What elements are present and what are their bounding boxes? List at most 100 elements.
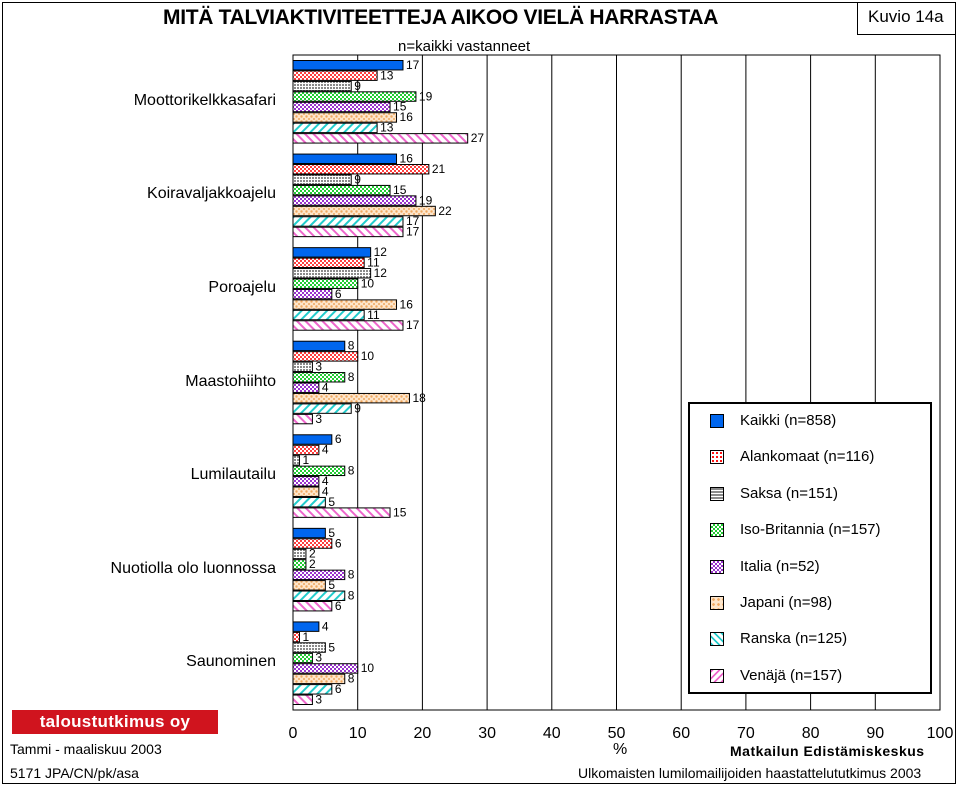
bar xyxy=(292,559,307,570)
data-label: 22 xyxy=(438,204,452,218)
legend-label: Venäjä (n=157) xyxy=(740,666,843,684)
legend-swatch xyxy=(710,632,724,647)
figure-number-box xyxy=(857,2,956,35)
bar xyxy=(292,507,391,518)
data-label: 4 xyxy=(322,619,329,633)
data-label: 19 xyxy=(419,89,433,103)
data-label: 10 xyxy=(361,661,375,675)
bar xyxy=(292,268,372,279)
data-label: 5 xyxy=(328,495,335,509)
x-tick-label: 20 xyxy=(414,725,432,742)
data-label: 17 xyxy=(406,318,420,332)
data-label: 15 xyxy=(393,505,407,519)
data-label: 6 xyxy=(335,432,342,446)
bar xyxy=(292,299,398,310)
x-tick-label: 90 xyxy=(866,725,884,742)
x-tick-label: 70 xyxy=(737,725,755,742)
data-label: 16 xyxy=(400,110,414,124)
data-label: 17 xyxy=(406,214,420,228)
bar xyxy=(292,278,359,289)
bar xyxy=(292,496,326,508)
x-tick-label: 100 xyxy=(927,725,954,742)
data-label: 6 xyxy=(335,536,342,550)
data-label: 8 xyxy=(348,568,355,582)
figure-number: Kuvio 14a xyxy=(868,7,944,26)
bar xyxy=(292,174,352,185)
legend-swatch xyxy=(710,523,724,538)
data-label: 8 xyxy=(348,370,355,384)
chart-title: MITÄ TALVIAKTIVITEETTEJA AIKOO VIELÄ HAR… xyxy=(163,6,719,29)
data-label: 16 xyxy=(400,152,414,166)
legend-swatch xyxy=(710,559,724,574)
x-axis-label: % xyxy=(613,741,628,758)
data-label: 8 xyxy=(348,464,355,478)
report-code: 5171 JPA/CN/pk/asa xyxy=(10,765,139,781)
legend-label: Ranska (n=125) xyxy=(740,630,848,648)
bar xyxy=(292,351,359,362)
bar xyxy=(292,60,404,71)
bar xyxy=(292,257,365,269)
bar xyxy=(292,600,333,612)
bar xyxy=(292,590,346,601)
legend-label: Italia (n=52) xyxy=(740,557,820,575)
x-tick-label: 60 xyxy=(672,725,690,742)
data-label: 11 xyxy=(367,308,380,322)
data-label: 10 xyxy=(361,349,375,363)
category-label: Saunominen xyxy=(186,653,276,671)
category-label: Poroajelu xyxy=(208,278,276,296)
bar xyxy=(292,309,365,321)
bar xyxy=(292,621,320,632)
bar xyxy=(292,476,320,487)
data-label: 13 xyxy=(380,121,394,135)
category-label: Nuotiolla olo luonnossa xyxy=(110,559,276,577)
legend: Kaikki (n=858) Alankomaat (n=116) Saksa (n… xyxy=(688,402,932,694)
bar xyxy=(292,195,417,206)
data-label: 21 xyxy=(432,162,446,176)
data-label: 9 xyxy=(354,172,361,186)
legend-label: Kaikki (n=858) xyxy=(740,412,837,429)
bar xyxy=(292,548,307,560)
data-label: 3 xyxy=(315,693,322,707)
publisher: Matkailun Edistämiskeskus xyxy=(730,743,925,759)
data-label: 8 xyxy=(348,588,355,602)
category-label: Maastohiihto xyxy=(185,372,276,390)
label-layer: 1713919151613271621915192217171211121061… xyxy=(302,58,484,707)
bar xyxy=(292,288,333,300)
data-label: 6 xyxy=(335,682,342,696)
legend-swatch xyxy=(710,668,724,683)
data-label: 18 xyxy=(412,391,426,405)
data-label: 2 xyxy=(309,557,316,571)
bar xyxy=(292,70,378,81)
bar xyxy=(292,392,410,404)
bar xyxy=(292,382,320,393)
data-label: 2 xyxy=(309,547,316,561)
bar xyxy=(292,694,313,706)
legend-label: Japani (n=98) xyxy=(740,594,833,611)
legend-label: Saksa (n=151) xyxy=(740,484,838,502)
data-label: 5 xyxy=(328,578,335,592)
category-label: Moottorikelkkasafari xyxy=(133,91,276,109)
bar xyxy=(292,684,333,695)
data-label: 15 xyxy=(393,183,407,197)
data-label: 17 xyxy=(406,225,420,239)
data-label: 9 xyxy=(354,401,361,415)
bar xyxy=(292,434,333,445)
data-label: 5 xyxy=(328,640,335,654)
category-label: Lumilautailu xyxy=(190,466,276,484)
bar xyxy=(292,413,313,425)
data-label: 19 xyxy=(419,193,433,207)
bar xyxy=(292,444,320,456)
data-label: 3 xyxy=(315,651,322,665)
bar xyxy=(292,631,300,643)
bar xyxy=(292,216,404,227)
data-label: 10 xyxy=(361,276,375,290)
survey-period: Tammi - maaliskuu 2003 xyxy=(10,741,162,757)
x-tick-label: 0 xyxy=(289,725,298,742)
data-label: 9 xyxy=(354,79,361,93)
bar xyxy=(292,652,313,664)
study-name: Ulkomaisten lumilomailijoiden haastattel… xyxy=(578,765,922,781)
bar xyxy=(292,663,359,674)
bar xyxy=(292,80,352,92)
data-label: 4 xyxy=(322,484,329,498)
